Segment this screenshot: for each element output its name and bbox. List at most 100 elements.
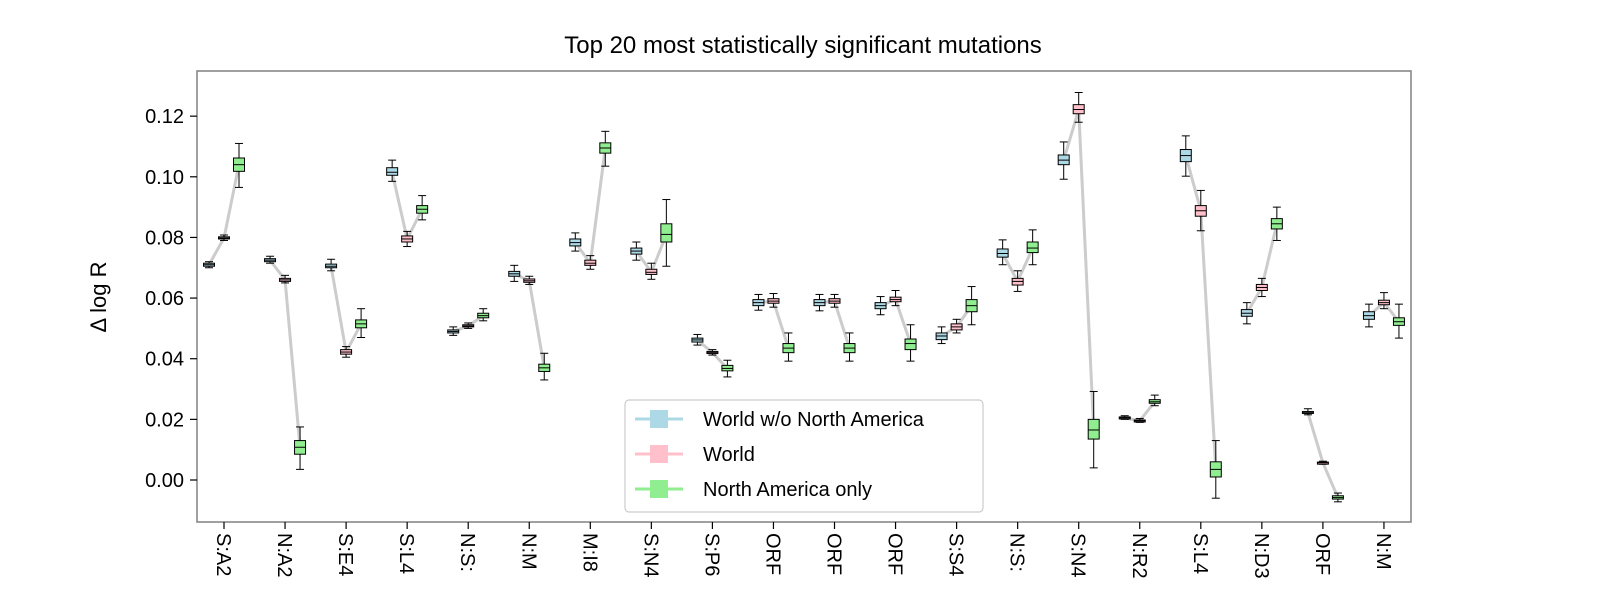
box-0-1 bbox=[264, 255, 277, 264]
median-connector bbox=[1245, 223, 1279, 314]
x-tick-label: S:N4 bbox=[639, 533, 661, 577]
box-2-5 bbox=[538, 352, 551, 381]
median-connector bbox=[819, 299, 851, 349]
median-connector bbox=[268, 259, 302, 448]
box-0-10 bbox=[813, 293, 826, 312]
box-0-2 bbox=[325, 258, 338, 272]
box-body bbox=[1087, 418, 1100, 440]
box-2-2 bbox=[355, 308, 368, 338]
y-tick-label: 0.10 bbox=[145, 167, 184, 189]
box-1-18 bbox=[1316, 460, 1329, 465]
x-tick-label: N:R2 bbox=[1128, 533, 1150, 579]
box-1-0 bbox=[218, 234, 230, 241]
box-2-1 bbox=[294, 426, 307, 470]
box-2-7 bbox=[660, 199, 673, 267]
x-tick-label: S:A2 bbox=[212, 533, 234, 576]
box-0-0 bbox=[203, 261, 215, 269]
x-tick-label: S:E4 bbox=[334, 533, 356, 576]
y-axis-label: Δ log R bbox=[86, 262, 111, 333]
box-1-19 bbox=[1377, 292, 1390, 310]
box-2-11 bbox=[904, 324, 917, 362]
box-2-8 bbox=[721, 359, 734, 378]
x-tick-label: N:S: bbox=[456, 533, 478, 572]
legend: World w/o North America World North Americ… bbox=[624, 399, 984, 513]
box-2-12 bbox=[965, 286, 978, 326]
box-2-14 bbox=[1087, 390, 1100, 469]
box-1-1 bbox=[279, 274, 292, 284]
box-1-3 bbox=[401, 230, 414, 248]
box-1-14 bbox=[1072, 92, 1085, 123]
box-2-19 bbox=[1392, 303, 1405, 339]
box-2-18 bbox=[1331, 492, 1344, 503]
box-body bbox=[660, 223, 673, 243]
box-0-7 bbox=[630, 241, 643, 261]
box-2-9 bbox=[782, 332, 795, 362]
box-body bbox=[904, 338, 917, 351]
chart-title: Top 20 most statistically significant mu… bbox=[564, 32, 1042, 59]
box-1-9 bbox=[767, 293, 780, 308]
median-connector bbox=[758, 299, 790, 349]
legend-frame bbox=[624, 399, 984, 513]
x-tick-label: S:L4 bbox=[1189, 533, 1211, 574]
box-2-15 bbox=[1148, 394, 1161, 407]
box-body bbox=[1026, 241, 1039, 254]
box-2-17 bbox=[1270, 206, 1283, 241]
box-0-9 bbox=[752, 293, 765, 311]
plot-area bbox=[203, 92, 1405, 503]
box-2-3 bbox=[416, 195, 429, 221]
box-0-15 bbox=[1118, 415, 1131, 420]
legend-label: World bbox=[703, 444, 755, 466]
box-1-8 bbox=[706, 349, 719, 356]
box-2-0 bbox=[233, 142, 245, 188]
box-0-19 bbox=[1362, 303, 1375, 328]
x-tick-label: N:S: bbox=[1006, 533, 1028, 572]
plot-frame bbox=[196, 70, 1412, 523]
box-1-12 bbox=[950, 318, 963, 334]
y-tick-label: 0.04 bbox=[145, 349, 184, 371]
x-tick-label: N:A2 bbox=[273, 533, 295, 577]
x-tick-label: N:D3 bbox=[1250, 533, 1272, 579]
median-connector bbox=[207, 164, 241, 266]
median-connector bbox=[329, 265, 363, 357]
box-2-6 bbox=[599, 130, 612, 167]
median-connector bbox=[513, 272, 546, 369]
box-1-4 bbox=[462, 322, 475, 329]
box-1-11 bbox=[889, 290, 902, 307]
box-2-13 bbox=[1026, 229, 1039, 266]
box-0-13 bbox=[996, 239, 1009, 266]
x-tick-label: N:M bbox=[517, 533, 539, 570]
box-1-5 bbox=[523, 275, 536, 285]
box-1-7 bbox=[645, 262, 658, 280]
box-1-6 bbox=[584, 255, 597, 270]
box-2-10 bbox=[843, 332, 856, 362]
box-body bbox=[386, 167, 399, 176]
y-tick-label: 0.06 bbox=[145, 288, 184, 310]
x-tick-label: ORF bbox=[884, 533, 906, 575]
legend-marker bbox=[650, 445, 668, 463]
median-connector bbox=[1306, 412, 1340, 499]
x-tick-label: ORF bbox=[1311, 533, 1333, 575]
x-tick-label: ORF bbox=[823, 533, 845, 575]
x-tick-label: S:P6 bbox=[700, 533, 722, 576]
legend-label: World w/o North America bbox=[703, 409, 925, 431]
x-tick-label: M:I8 bbox=[578, 533, 600, 572]
box-1-17 bbox=[1255, 277, 1268, 298]
box-1-15 bbox=[1133, 417, 1146, 423]
y-tick-label: 0.00 bbox=[145, 470, 184, 492]
y-tick-label: 0.08 bbox=[145, 227, 184, 249]
box-1-13 bbox=[1011, 270, 1024, 292]
box-0-4 bbox=[447, 326, 460, 336]
box-0-14 bbox=[1057, 141, 1070, 180]
box-1-2 bbox=[340, 346, 353, 358]
box-0-11 bbox=[874, 296, 887, 316]
box-0-16 bbox=[1179, 135, 1192, 177]
box-1-10 bbox=[828, 293, 841, 308]
box-0-3 bbox=[386, 159, 399, 182]
x-tick-label: S:L4 bbox=[395, 533, 417, 574]
box-2-4 bbox=[477, 308, 490, 322]
box-2-16 bbox=[1209, 440, 1222, 499]
box-0-18 bbox=[1301, 408, 1314, 416]
legend-label: North America only bbox=[703, 479, 872, 501]
x-tick-label: S:N4 bbox=[1067, 533, 1089, 577]
